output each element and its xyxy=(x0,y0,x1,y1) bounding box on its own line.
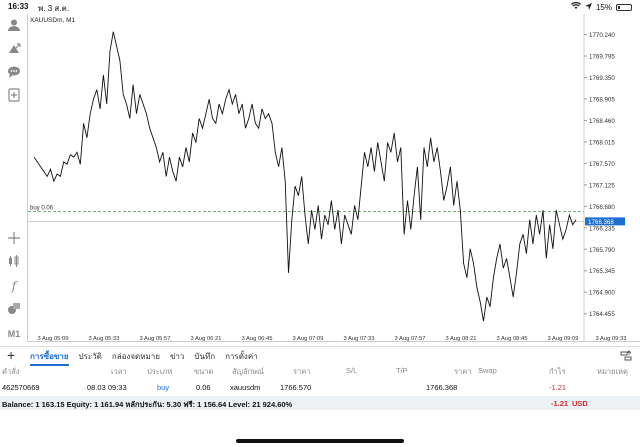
y-tick-label: 1768.905 xyxy=(589,96,615,103)
new-order-icon[interactable] xyxy=(6,88,22,104)
header-open-price: ราคา xyxy=(293,367,311,376)
bottom-tabbar: + การซื้อขาย ประวัติ กล่องจดหมาย ข่าว บันทึก… xyxy=(0,346,640,366)
status-bar: 16:33 พ. 3 ส.ค. 15% xyxy=(0,0,640,14)
y-tick-label: 1767.125 xyxy=(589,182,615,189)
account-currency: USD xyxy=(572,399,588,408)
table-row[interactable]: 462570669 08.03 09:33 buy 0.06 xauusdm 1… xyxy=(0,381,640,395)
x-tick-label: 3 Aug 07:57 xyxy=(395,336,426,342)
y-tick-label: 1766.680 xyxy=(589,204,615,211)
chart-type-icon[interactable] xyxy=(6,254,22,270)
order-type: buy xyxy=(157,383,170,392)
order-profit: -1.21 xyxy=(549,383,567,392)
header-symbol: สัญลักษณ์ xyxy=(232,367,265,376)
header-volume: ขนาด xyxy=(194,367,214,376)
objects-icon[interactable] xyxy=(6,301,22,317)
y-tick-label: 1764.455 xyxy=(589,311,615,318)
header-sl: S/L xyxy=(346,366,358,375)
x-tick-label: 3 Aug 06:45 xyxy=(242,336,273,342)
x-tick-label: 3 Aug 06:21 xyxy=(191,336,222,342)
y-tick-label: 1768.015 xyxy=(589,139,615,146)
x-tick-label: 3 Aug 08:21 xyxy=(446,336,477,342)
y-tick-label: 1769.795 xyxy=(589,54,615,61)
x-tick-label: 3 Aug 09:09 xyxy=(548,336,579,342)
indicators-icon[interactable]: f xyxy=(11,279,17,293)
total-profit: -1.21 xyxy=(551,399,569,408)
status-date: พ. 3 ส.ค. xyxy=(38,4,70,13)
x-tick-label: 3 Aug 05:57 xyxy=(140,336,171,342)
location-icon xyxy=(584,2,592,12)
tab-list: การซื้อขาย ประวัติ กล่องจดหมาย ข่าว บันทึก กา… xyxy=(30,350,258,366)
header-profit: กำไร xyxy=(549,367,566,376)
header-time: เวลา xyxy=(111,367,127,376)
header-type: ประเภท xyxy=(147,367,173,376)
tab-2[interactable]: กล่องจดหมาย xyxy=(111,352,160,361)
header-comment: หมายเหตุ xyxy=(597,367,628,376)
tab-3[interactable]: ข่าว xyxy=(169,352,185,361)
battery-percent: 15% xyxy=(595,2,612,12)
sort-icon[interactable] xyxy=(620,349,632,361)
order-current-price: 1766.368 xyxy=(426,383,458,392)
header-current-price: ราคา xyxy=(454,367,472,376)
battery-icon xyxy=(616,3,632,11)
crosshair-icon[interactable] xyxy=(6,231,22,247)
price-chart[interactable]: XAUUSDm, M1 1770.240 1769.795 1769.350 1768.… xyxy=(27,14,640,342)
tab-1[interactable]: ประวัติ xyxy=(78,352,102,361)
home-indicator xyxy=(236,439,404,443)
x-tick-label: 3 Aug 05:09 xyxy=(38,336,69,342)
timeframe-icon[interactable]: M1 xyxy=(7,329,21,339)
chart-canvas[interactable]: XAUUSDm, M1 1770.240 1769.795 1769.350 1768.… xyxy=(28,14,640,342)
trade-icon[interactable] xyxy=(6,42,22,58)
order-open-price: 1766.570 xyxy=(280,383,312,392)
balance-bar: Balance: 1 163.15 Equity: 1 161.94 หลักป… xyxy=(0,396,640,410)
add-icon[interactable]: + xyxy=(7,347,16,363)
current-price-label: 1766.368 xyxy=(588,219,614,226)
wifi-icon xyxy=(570,1,581,12)
y-tick-label: 1766.235 xyxy=(589,225,615,232)
account-icon[interactable] xyxy=(6,18,22,34)
chat-icon[interactable] xyxy=(6,65,22,81)
current-price-tag xyxy=(585,217,625,226)
header-tp: T/P xyxy=(396,366,408,375)
x-tick-label: 3 Aug 08:45 xyxy=(497,336,528,342)
order-id: 462570669 xyxy=(2,383,40,392)
header-swap: Swap xyxy=(478,366,497,375)
tab-0[interactable]: การซื้อขาย xyxy=(30,350,69,366)
order-time: 08.03 09:33 xyxy=(87,383,127,392)
left-toolbar: f M1 xyxy=(0,14,27,344)
tab-5[interactable]: การตั้งค่า xyxy=(225,352,258,361)
status-time: 16:33 xyxy=(8,2,29,11)
status-right: 15% xyxy=(570,1,632,12)
price-series-line xyxy=(33,31,577,322)
order-symbol: xauusdm xyxy=(230,383,261,392)
y-tick-label: 1765.790 xyxy=(589,247,615,254)
y-tick-label: 1770.240 xyxy=(589,32,615,39)
y-tick-label: 1769.350 xyxy=(589,75,615,82)
y-tick-label: 1767.570 xyxy=(589,161,615,168)
y-tick-label: 1765.345 xyxy=(589,268,615,275)
order-volume: 0.06 xyxy=(196,383,211,392)
buy-order-label: buy 0.06 xyxy=(30,206,54,212)
x-tick-label: 3 Aug 05:33 xyxy=(89,336,120,342)
tab-4[interactable]: บันทึก xyxy=(194,352,216,361)
positions-table-header: คำสั่ง เวลา ประเภท ขนาด สัญลักษณ์ ราคา S… xyxy=(0,364,640,378)
header-order: คำสั่ง xyxy=(2,367,20,376)
x-tick-label: 3 Aug 07:09 xyxy=(293,336,324,342)
x-tick-label: 3 Aug 09:33 xyxy=(596,336,627,342)
y-tick-label: 1768.460 xyxy=(589,118,615,125)
y-tick-label: 1764.900 xyxy=(589,290,615,297)
chart-symbol-label: XAUUSDm, M1 xyxy=(30,17,76,24)
balance-summary: Balance: 1 163.15 Equity: 1 161.94 หลักป… xyxy=(2,400,293,409)
x-tick-label: 3 Aug 07:33 xyxy=(344,336,375,342)
